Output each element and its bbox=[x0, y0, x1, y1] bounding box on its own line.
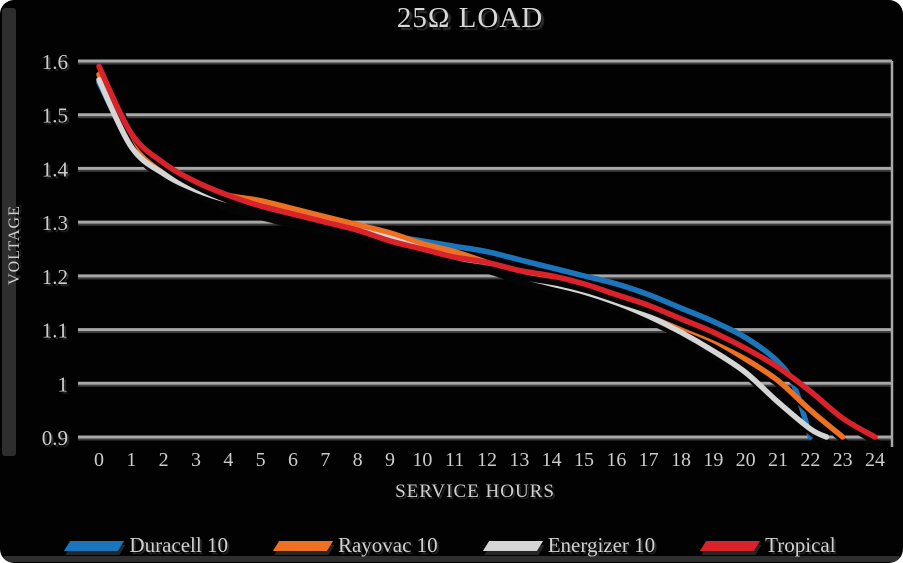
chart-legend: Duracell 10 Rayovac 10 Energizer 10 Tropica… bbox=[0, 533, 903, 558]
x-tick-label: 4 bbox=[223, 449, 233, 471]
y-tick-label: 0.9 bbox=[42, 426, 68, 450]
x-tick-label: 24 bbox=[865, 449, 885, 471]
gridlines bbox=[78, 59, 892, 441]
x-tick-label: 23 bbox=[833, 449, 853, 471]
x-tick-label: 19 bbox=[703, 449, 723, 471]
legend-label-duracell-10: Duracell 10 bbox=[129, 533, 228, 557]
y-tick-label: 1.2 bbox=[42, 265, 68, 289]
x-tick-label: 11 bbox=[445, 449, 464, 471]
x-tick-label: 12 bbox=[477, 449, 497, 471]
x-tick-label: 3 bbox=[191, 449, 201, 471]
legend-label-tropical: Tropical bbox=[765, 533, 836, 557]
x-tick-label: 1 bbox=[126, 449, 136, 471]
legend-item-energizer-10: Energizer 10 bbox=[482, 533, 656, 558]
x-tick-label: 14 bbox=[542, 449, 562, 471]
left-wall-decoration bbox=[2, 8, 16, 456]
legend-item-rayovac-10: Rayovac 10 bbox=[272, 533, 438, 558]
x-tick-label: 21 bbox=[768, 449, 788, 471]
x-tick-label: 16 bbox=[606, 449, 626, 471]
legend-label-rayovac-10: Rayovac 10 bbox=[337, 533, 438, 557]
x-tick-label: 20 bbox=[736, 449, 756, 471]
x-tick-label: 7 bbox=[320, 449, 330, 471]
legend-label-energizer-10: Energizer 10 bbox=[547, 533, 656, 557]
x-tick-label: 8 bbox=[353, 449, 363, 471]
legend-item-tropical: Tropical bbox=[700, 533, 836, 558]
legend-item-duracell-10: Duracell 10 bbox=[64, 533, 228, 558]
x-tick-label: 9 bbox=[385, 449, 395, 471]
y-tick-label: 1.1 bbox=[42, 319, 68, 343]
x-tick-label: 6 bbox=[288, 449, 298, 471]
bottom-wall-decoration bbox=[3, 556, 900, 562]
y-axis-tick-labels: 0.9 1 1.1 1.2 1.3 1.4 1.5 1.6 bbox=[42, 50, 69, 450]
y-tick-label: 1.5 bbox=[42, 104, 68, 128]
legend-swatch-rayovac-10 bbox=[272, 540, 334, 551]
x-tick-label: 2 bbox=[159, 449, 169, 471]
chart-title: 25Ω LOAD bbox=[396, 2, 544, 34]
series-shadow-tropical bbox=[101, 70, 883, 447]
y-tick-label: 1.6 bbox=[42, 50, 68, 74]
y-tick-label: 1.3 bbox=[42, 211, 68, 235]
x-axis-title: SERVICE HOURS bbox=[395, 481, 555, 502]
x-tick-label: 5 bbox=[256, 449, 266, 471]
series-line-tropical bbox=[96, 63, 878, 440]
x-tick-label: 10 bbox=[412, 449, 432, 471]
x-tick-label: 18 bbox=[671, 449, 691, 471]
x-tick-label: 17 bbox=[639, 449, 659, 471]
x-axis-tick-labels: 0 1 2 3 4 5 6 7 8 9 10 11 12 13 14 15 16 17 18 19 20 21 22 23 24 bbox=[94, 449, 885, 471]
x-tick-label: 15 bbox=[574, 449, 594, 471]
y-tick-label: 1 bbox=[58, 372, 69, 396]
legend-swatch-energizer-10 bbox=[482, 540, 543, 551]
y-tick-label: 1.4 bbox=[42, 157, 69, 181]
legend-swatch-tropical bbox=[700, 540, 761, 551]
legend-swatch-duracell-10 bbox=[64, 540, 125, 551]
x-tick-label: 0 bbox=[94, 449, 104, 471]
x-tick-label: 22 bbox=[800, 449, 820, 471]
x-tick-label: 13 bbox=[509, 449, 529, 471]
